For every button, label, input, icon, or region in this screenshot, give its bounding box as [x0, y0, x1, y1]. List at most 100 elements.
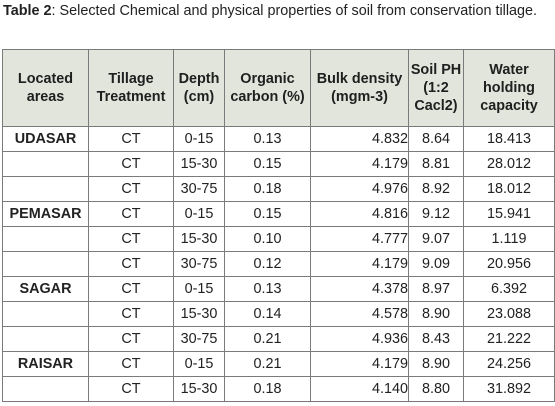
cell-organic-carbon: 0.10 — [224, 226, 311, 252]
cell-bulk-density: 4.179 — [310, 251, 409, 277]
cell-bulk-density: 4.976 — [310, 176, 409, 202]
cell-tillage-treatment: CT — [88, 351, 174, 377]
cell-organic-carbon: 0.13 — [224, 126, 311, 152]
table-row: PEMASAR CT 0-15 0.15 4.816 9.12 15.941 — [2, 201, 555, 227]
cell-located-area: PEMASAR — [2, 201, 89, 227]
header-depth: Depth (cm) — [173, 49, 225, 127]
cell-water-holding-capacity: 1.119 — [463, 226, 555, 252]
cell-tillage-treatment: CT — [88, 226, 174, 252]
cell-tillage-treatment: CT — [88, 276, 174, 302]
cell-organic-carbon: 0.18 — [224, 176, 311, 202]
cell-soil-ph: 8.90 — [408, 301, 464, 327]
cell-water-holding-capacity: 23.088 — [463, 301, 555, 327]
header-bulk-density: Bulk density (mgm-3) — [310, 49, 409, 127]
cell-tillage-treatment: CT — [88, 176, 174, 202]
table-row: SAGAR CT 0-15 0.13 4.378 8.97 6.392 — [2, 276, 555, 302]
cell-located-area: UDASAR — [2, 126, 89, 152]
header-organic-carbon: Organic carbon (%) — [224, 49, 311, 127]
cell-located-area — [2, 326, 89, 352]
cell-depth: 30-75 — [173, 251, 225, 277]
cell-tillage-treatment: CT — [88, 301, 174, 327]
cell-soil-ph: 8.80 — [408, 376, 464, 402]
cell-soil-ph: 8.43 — [408, 326, 464, 352]
cell-depth: 0-15 — [173, 126, 225, 152]
cell-bulk-density: 4.936 — [310, 326, 409, 352]
cell-water-holding-capacity: 18.413 — [463, 126, 555, 152]
soil-properties-table: Located areas Tillage Treatment Depth (c… — [2, 49, 555, 402]
table-row: UDASAR CT 0-15 0.13 4.832 8.64 18.413 — [2, 126, 555, 152]
cell-organic-carbon: 0.15 — [224, 151, 311, 177]
cell-water-holding-capacity: 18.012 — [463, 176, 555, 202]
table-caption-text: : Selected Chemical and physical propert… — [51, 3, 538, 19]
table-row: CT 15-30 0.18 4.140 8.80 31.892 — [2, 376, 555, 402]
table-header-row: Located areas Tillage Treatment Depth (c… — [2, 49, 555, 127]
cell-soil-ph: 8.92 — [408, 176, 464, 202]
cell-bulk-density: 4.378 — [310, 276, 409, 302]
header-soil-ph: Soil PH (1:2 Cacl2) — [408, 49, 464, 127]
cell-soil-ph: 8.97 — [408, 276, 464, 302]
cell-water-holding-capacity: 15.941 — [463, 201, 555, 227]
header-water-holding-capacity: Water holding capacity — [463, 49, 555, 127]
cell-organic-carbon: 0.12 — [224, 251, 311, 277]
cell-depth: 15-30 — [173, 226, 225, 252]
table-row: CT 15-30 0.14 4.578 8.90 23.088 — [2, 301, 555, 327]
cell-located-area: SAGAR — [2, 276, 89, 302]
cell-organic-carbon: 0.21 — [224, 351, 311, 377]
table-row: CT 30-75 0.21 4.936 8.43 21.222 — [2, 326, 555, 352]
cell-soil-ph: 9.09 — [408, 251, 464, 277]
cell-bulk-density: 4.140 — [310, 376, 409, 402]
cell-soil-ph: 9.12 — [408, 201, 464, 227]
cell-organic-carbon: 0.15 — [224, 201, 311, 227]
cell-depth: 15-30 — [173, 301, 225, 327]
table-row: CT 30-75 0.12 4.179 9.09 20.956 — [2, 251, 555, 277]
cell-located-area — [2, 376, 89, 402]
cell-soil-ph: 9.07 — [408, 226, 464, 252]
cell-depth: 15-30 — [173, 376, 225, 402]
cell-depth: 0-15 — [173, 201, 225, 227]
cell-organic-carbon: 0.21 — [224, 326, 311, 352]
header-tillage-treatment: Tillage Treatment — [88, 49, 174, 127]
cell-water-holding-capacity: 6.392 — [463, 276, 555, 302]
cell-soil-ph: 8.64 — [408, 126, 464, 152]
cell-organic-carbon: 0.13 — [224, 276, 311, 302]
cell-depth: 30-75 — [173, 176, 225, 202]
cell-depth: 15-30 — [173, 151, 225, 177]
cell-bulk-density: 4.816 — [310, 201, 409, 227]
cell-soil-ph: 8.90 — [408, 351, 464, 377]
cell-organic-carbon: 0.18 — [224, 376, 311, 402]
cell-depth: 0-15 — [173, 351, 225, 377]
cell-located-area — [2, 226, 89, 252]
cell-bulk-density: 4.777 — [310, 226, 409, 252]
cell-tillage-treatment: CT — [88, 376, 174, 402]
cell-tillage-treatment: CT — [88, 126, 174, 152]
cell-located-area — [2, 301, 89, 327]
cell-organic-carbon: 0.14 — [224, 301, 311, 327]
cell-bulk-density: 4.832 — [310, 126, 409, 152]
cell-depth: 0-15 — [173, 276, 225, 302]
cell-bulk-density: 4.578 — [310, 301, 409, 327]
cell-tillage-treatment: CT — [88, 251, 174, 277]
cell-water-holding-capacity: 21.222 — [463, 326, 555, 352]
cell-water-holding-capacity: 24.256 — [463, 351, 555, 377]
table-row: RAISAR CT 0-15 0.21 4.179 8.90 24.256 — [2, 351, 555, 377]
cell-located-area — [2, 251, 89, 277]
header-located-areas: Located areas — [2, 49, 89, 127]
cell-located-area — [2, 176, 89, 202]
cell-water-holding-capacity: 20.956 — [463, 251, 555, 277]
cell-water-holding-capacity: 28.012 — [463, 151, 555, 177]
cell-water-holding-capacity: 31.892 — [463, 376, 555, 402]
cell-soil-ph: 8.81 — [408, 151, 464, 177]
table-row: CT 15-30 0.15 4.179 8.81 28.012 — [2, 151, 555, 177]
table-row: CT 30-75 0.18 4.976 8.92 18.012 — [2, 176, 555, 202]
cell-tillage-treatment: CT — [88, 326, 174, 352]
cell-depth: 30-75 — [173, 326, 225, 352]
cell-tillage-treatment: CT — [88, 151, 174, 177]
cell-located-area — [2, 151, 89, 177]
table-caption-label: Table 2 — [3, 3, 52, 19]
table-body: UDASAR CT 0-15 0.13 4.832 8.64 18.413 CT 15-30 0.… — [2, 126, 555, 402]
cell-tillage-treatment: CT — [88, 201, 174, 227]
cell-bulk-density: 4.179 — [310, 351, 409, 377]
table-caption: Table 2: Selected Chemical and physical … — [3, 2, 551, 20]
table-row: CT 15-30 0.10 4.777 9.07 1.119 — [2, 226, 555, 252]
cell-located-area: RAISAR — [2, 351, 89, 377]
